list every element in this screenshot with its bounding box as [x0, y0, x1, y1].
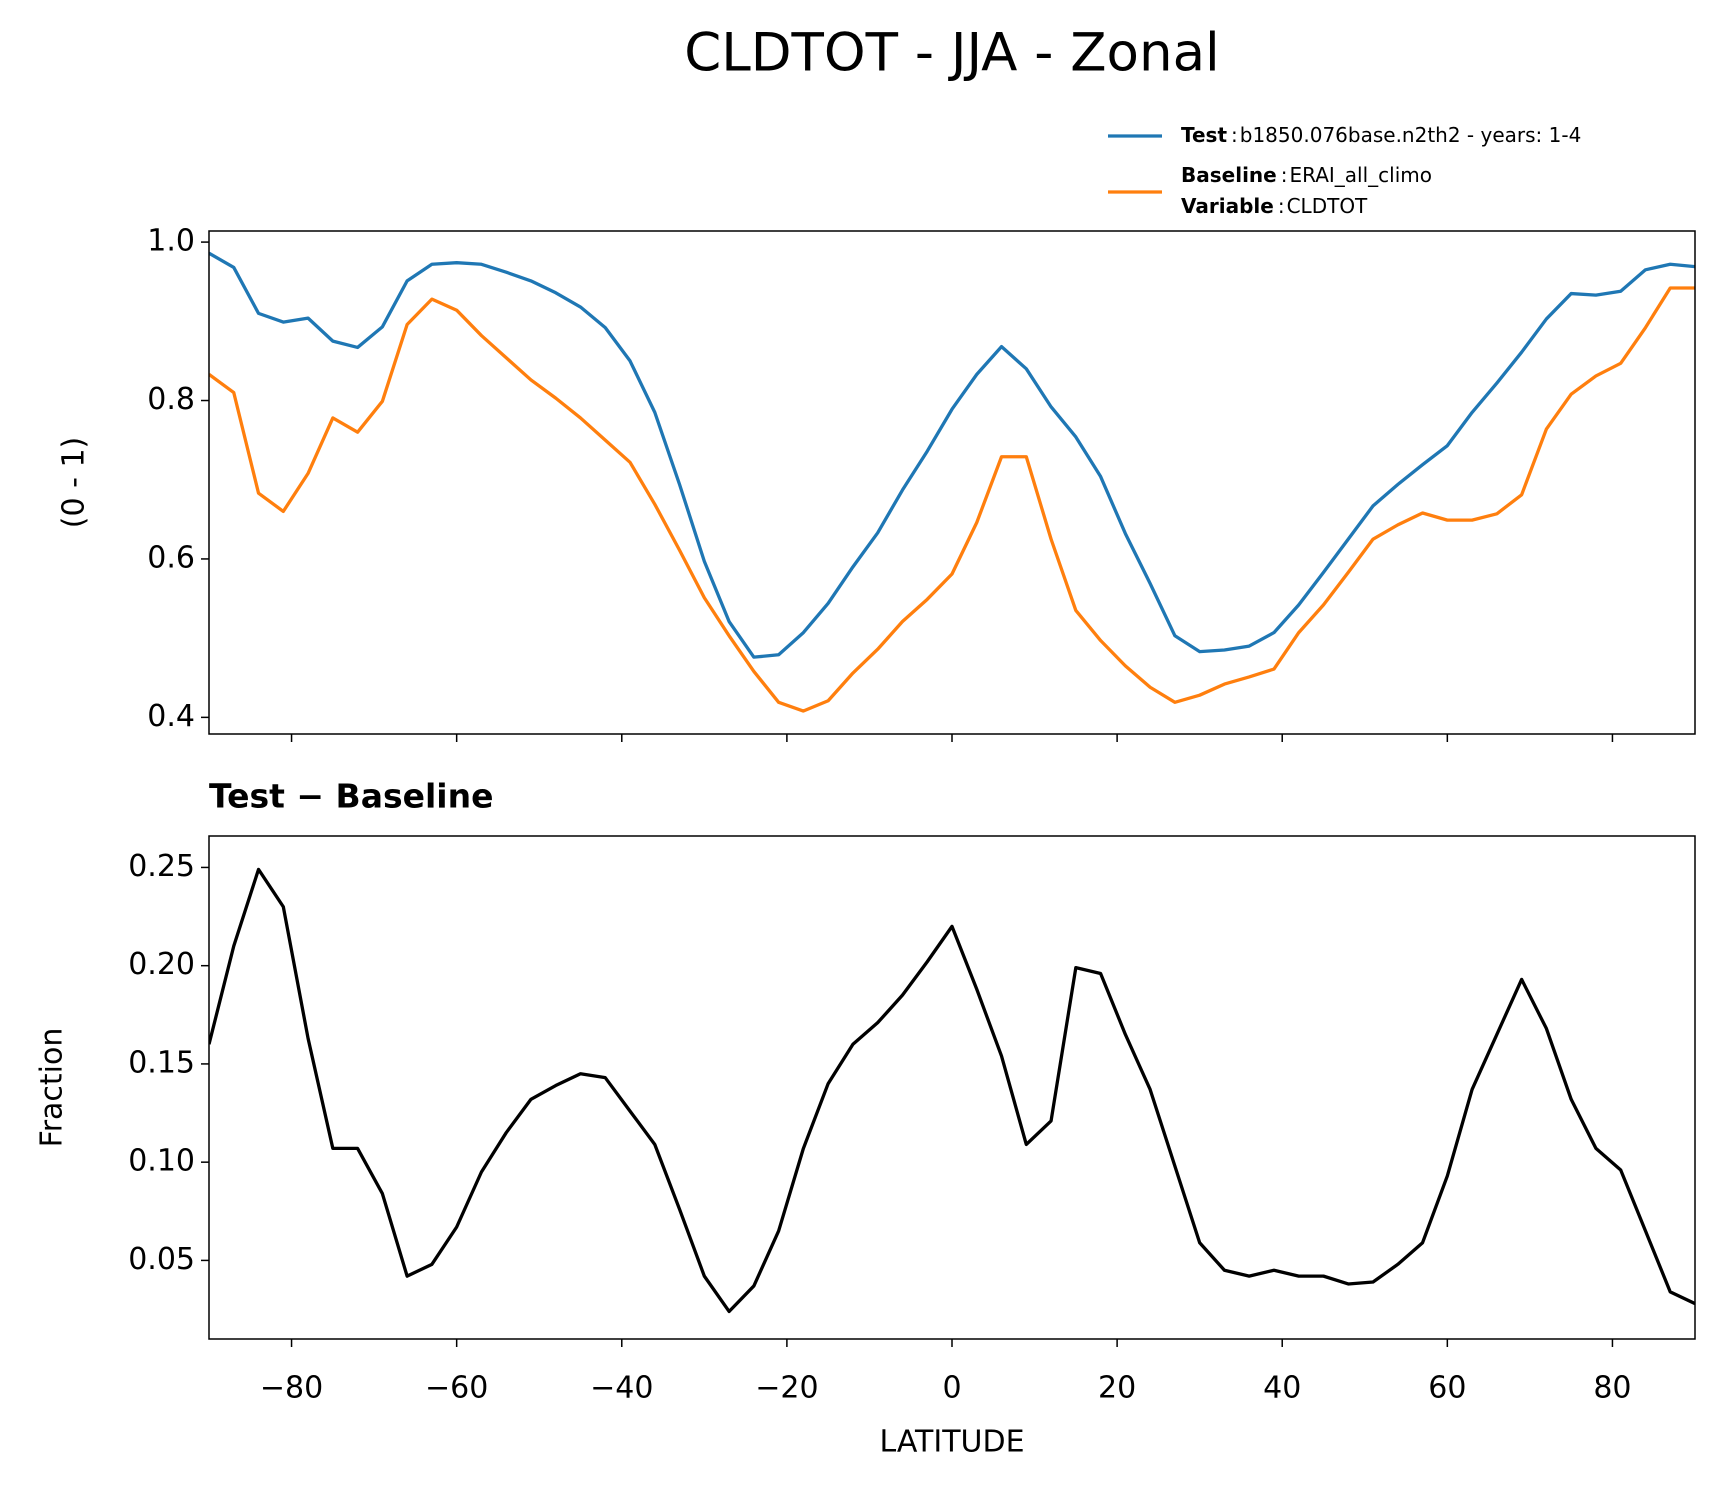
y-tick-label: 0.25 [128, 849, 195, 884]
y-tick-label: 0.4 [147, 699, 195, 734]
figure-title: CLDTOT - JJA - Zonal [684, 23, 1220, 84]
x-axis-label: LATITUDE [879, 1425, 1024, 1460]
x-tick-label: −80 [260, 1371, 323, 1406]
y-axis-label: (0 - 1) [57, 437, 92, 528]
x-tick-label: −60 [425, 1371, 488, 1406]
legend-label: Test: b1850.076base.n2th2 - years: 1-4 [1181, 123, 1581, 147]
legend-separator: : [1231, 123, 1238, 147]
legend-name: Variable [1181, 194, 1274, 218]
y-tick-label: 0.15 [128, 1045, 195, 1080]
axes-frame [208, 230, 1696, 735]
y-tick-label: 0.05 [128, 1242, 195, 1277]
x-tick-label: 80 [1593, 1371, 1631, 1406]
data-line [209, 251, 1695, 659]
y-tick-label: 1.0 [147, 224, 195, 259]
data-line [209, 286, 1695, 713]
legend-separator: : [1278, 194, 1285, 218]
x-tick-label: 0 [942, 1371, 961, 1406]
x-tick-label: 20 [1098, 1371, 1136, 1406]
axes-title: Test − Baseline [209, 777, 494, 816]
y-axis-label: Fraction [35, 1028, 70, 1148]
x-tick-label: −40 [590, 1371, 653, 1406]
legend-label: Baseline: ERAI_all_climo [1181, 163, 1432, 187]
x-tick-label: 60 [1428, 1371, 1466, 1406]
y-tick-label: 0.20 [128, 947, 195, 982]
plot-area [209, 251, 1695, 713]
legend-label: Variable: CLDTOT [1181, 194, 1368, 218]
plot-area [209, 867, 1695, 1314]
legend-text: b1850.076base.n2th2 - years: 1-4 [1240, 123, 1582, 147]
x-tick-label: −20 [755, 1371, 818, 1406]
legend-name: Baseline [1181, 163, 1277, 187]
data-line [209, 867, 1695, 1314]
y-tick-label: 0.8 [147, 382, 195, 417]
legend-name: Test [1181, 123, 1227, 147]
axes-frame [208, 835, 1696, 1340]
x-tick-label: 40 [1263, 1371, 1301, 1406]
legend-separator: : [1281, 163, 1288, 187]
y-tick-label: 0.6 [147, 540, 195, 575]
legend-text: ERAI_all_climo [1289, 163, 1432, 187]
legend-text: CLDTOT [1287, 194, 1368, 218]
y-tick-label: 0.10 [128, 1144, 195, 1179]
